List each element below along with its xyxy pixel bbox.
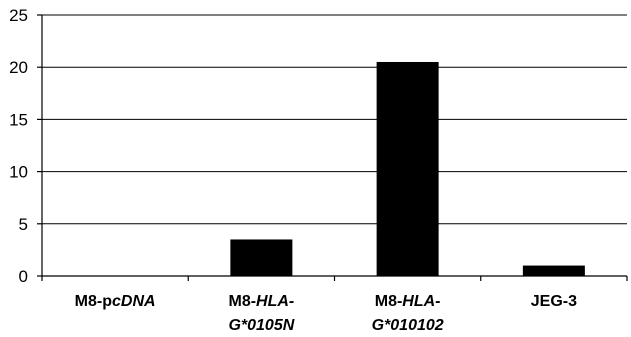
x-axis-ticks: M8-pcDNA M8-HLA-G*0105N M8-HLA-G*010102 JEG…	[41, 276, 628, 334]
axes	[41, 15, 627, 277]
bars	[230, 61, 585, 277]
ytick-label-20: 20	[9, 58, 28, 77]
xtick-label-0: M8-pcDNA	[75, 293, 156, 310]
ytick-label-15: 15	[9, 110, 28, 129]
xtick-label-2: M8-HLA-G*010102	[372, 293, 444, 334]
gridlines	[42, 14, 627, 225]
ytick-label-5: 5	[19, 215, 28, 234]
ytick-label-25: 25	[9, 6, 28, 25]
y-axis-ticks: 0 5 10 15 20 25	[9, 6, 42, 286]
xtick-label-3: JEG-3	[531, 293, 577, 310]
xtick-label-1: M8-HLA-G*0105N	[228, 293, 294, 334]
bar-3	[522, 265, 585, 276]
bar-1	[230, 239, 293, 276]
ytick-label-0: 0	[19, 267, 28, 286]
bar-2	[376, 61, 439, 277]
ytick-label-10: 10	[9, 163, 28, 182]
